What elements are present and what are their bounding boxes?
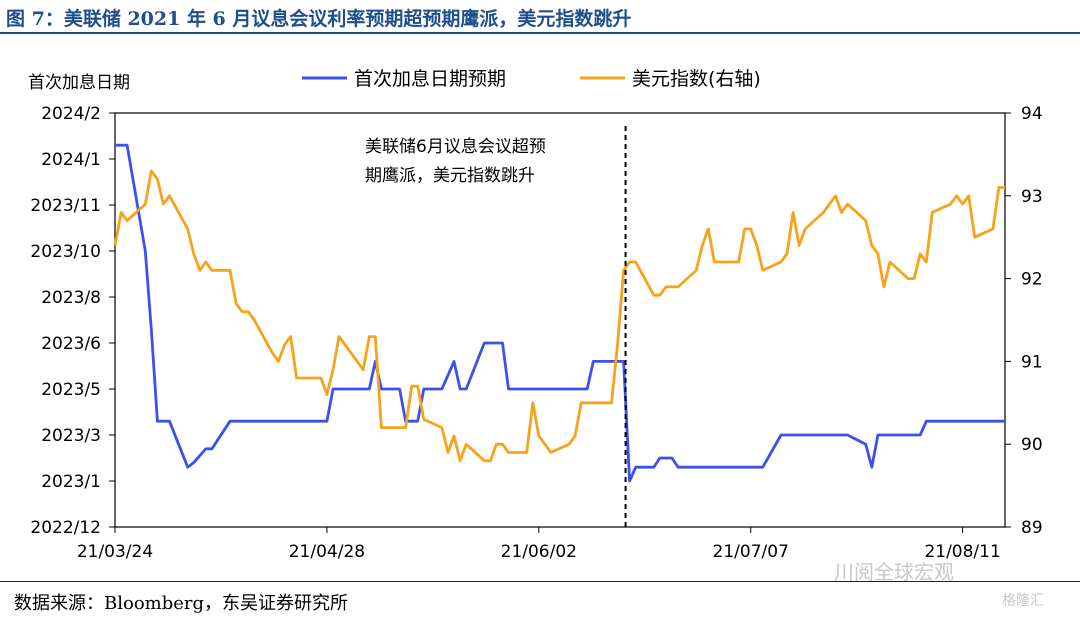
x-tick-label: 21/08/11 [924,542,1000,562]
y-left-tick-label: 2023/8 [41,288,101,308]
y-left-tick-label: 2023/11 [30,196,101,216]
source-rule [0,581,1080,582]
event-annotation-text: 美联储6月议息会议超预 [365,137,546,157]
x-tick-label: 21/06/02 [501,542,577,562]
x-tick-label: 21/07/07 [713,542,789,562]
source-note: 数据来源：Bloomberg，东吴证券研究所 [14,593,349,614]
y-right-tick-label: 93 [1021,187,1043,207]
y-left-tick-label: 2022/12 [30,518,101,538]
y-left-tick-label: 2024/2 [41,104,101,124]
y-right-tick-label: 89 [1021,518,1043,538]
y-right-tick-label: 94 [1021,104,1043,124]
y-left-tick-label: 2023/10 [30,242,101,262]
legend-label: 美元指数(右轴) [632,68,761,90]
y-left-tick-label: 2023/1 [41,472,101,492]
y-right-tick-label: 91 [1021,352,1043,372]
watermark-secondary: 格隆汇 [1002,593,1044,609]
series-line-dxy [113,169,1005,463]
y-left-axis-title: 首次加息日期 [28,73,130,93]
watermark: 川阅全球宏观 [834,560,954,584]
y-left-tick-label: 2024/1 [41,150,101,170]
legend-label: 首次加息日期预期 [354,68,506,90]
x-tick-label: 21/04/28 [289,542,365,562]
y-left-tick-label: 2023/6 [41,334,101,354]
series-line-first-hike-date [115,143,1005,483]
event-annotation-text: 期鹰派，美元指数跳升 [365,166,535,186]
y-left-tick-label: 2023/3 [41,426,101,446]
chart-canvas: 2022/12 2023/1 2023/3 2023/5 2023/6 2023/8 202… [28,68,1043,562]
x-tick-label: 21/03/24 [77,542,153,562]
y-right-tick-label: 92 [1021,270,1043,290]
y-left-tick-label: 2023/5 [41,380,101,400]
figure-title: 图 7：美联储 2021 年 6 月议息会议利率预期超预期鹰派，美元指数跳升 [6,8,632,30]
y-right-tick-label: 90 [1021,435,1043,455]
title-rule [0,32,1080,34]
plot-frame [114,112,1006,528]
